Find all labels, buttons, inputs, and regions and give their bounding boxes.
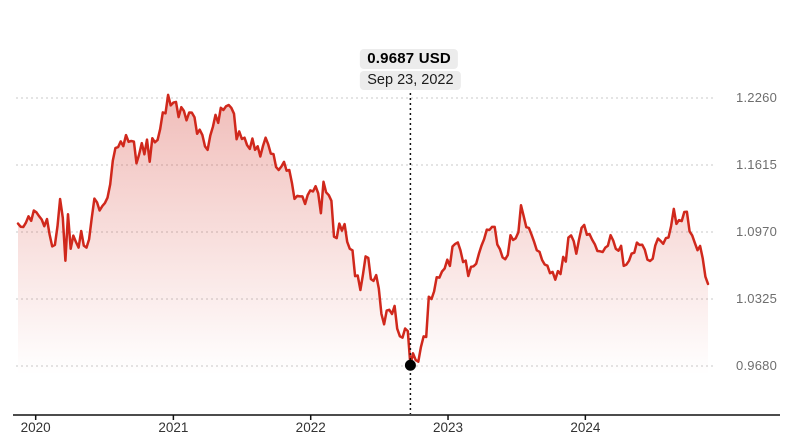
tooltip-date: Sep 23, 2022 (360, 71, 461, 90)
x-axis-label: 2023 (432, 420, 464, 435)
y-axis-label: 0.9680 (736, 358, 777, 373)
tooltip-value: 0.9687 USD (360, 49, 458, 69)
y-axis-label: 1.2260 (736, 90, 777, 105)
y-axis-label: 1.0325 (736, 291, 777, 306)
data-point-marker (404, 359, 416, 371)
x-axis-label: 2020 (20, 420, 51, 435)
y-axis-label: 1.1615 (736, 157, 777, 172)
price-line (16, 93, 710, 367)
area-fill (18, 94, 708, 415)
y-axis-label: 1.0970 (736, 224, 777, 239)
x-axis-label: 2022 (295, 420, 326, 435)
x-axis-label: 2024 (570, 420, 601, 435)
tooltip: 0.9687 USD Sep 23, 2022 (360, 49, 461, 90)
x-axis-label: 2021 (158, 420, 189, 435)
